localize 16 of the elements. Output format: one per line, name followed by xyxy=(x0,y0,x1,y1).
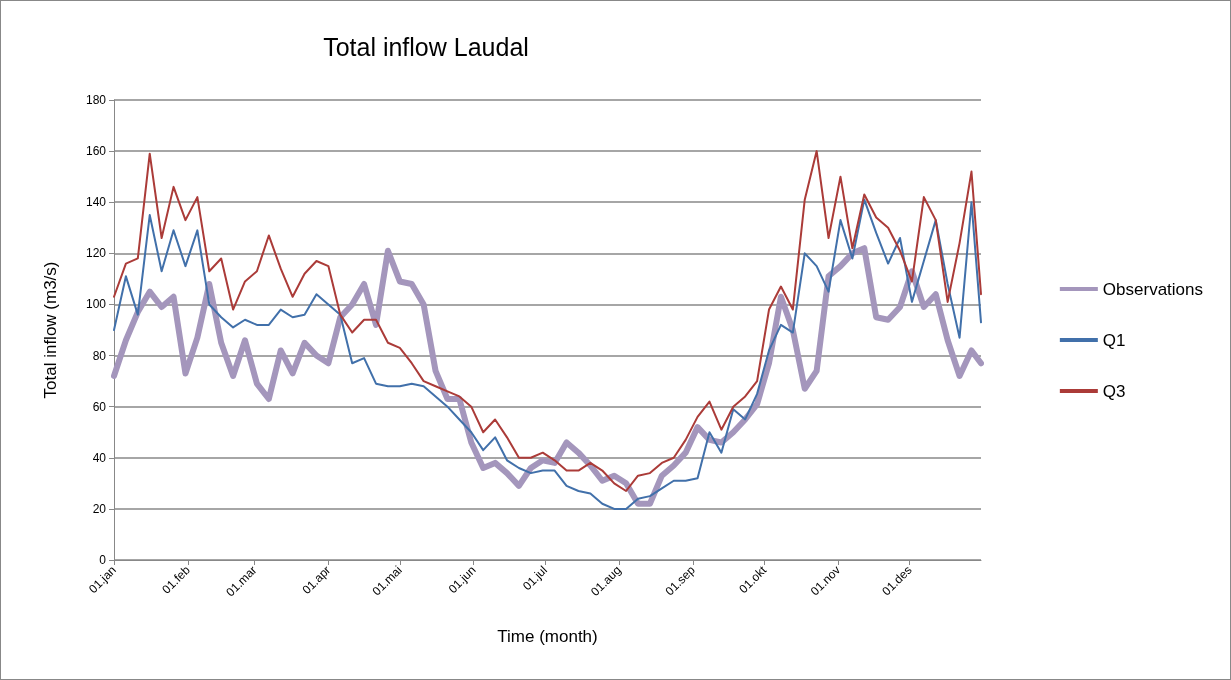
y-axis-title: Total inflow (m3/s) xyxy=(41,261,60,399)
y-tick-label: 80 xyxy=(92,348,107,363)
legend-label: Observations xyxy=(1102,279,1204,299)
y-tick-label: 160 xyxy=(85,144,107,159)
y-tick-label: 60 xyxy=(92,399,107,414)
y-tick-label: 120 xyxy=(85,246,107,261)
chart-title: Total inflow Laudal xyxy=(323,32,529,61)
legend-label: Q1 xyxy=(1102,330,1126,350)
y-tick-label: 140 xyxy=(85,195,107,210)
x-axis-title: Time (month) xyxy=(497,627,598,646)
y-tick-label: 20 xyxy=(92,501,107,516)
y-tick-label: 100 xyxy=(85,297,107,312)
y-tick-label: 180 xyxy=(85,93,107,107)
y-tick-label: 0 xyxy=(99,553,107,567)
y-tick-label: 40 xyxy=(92,450,107,465)
legend-label: Q3 xyxy=(1102,381,1126,401)
